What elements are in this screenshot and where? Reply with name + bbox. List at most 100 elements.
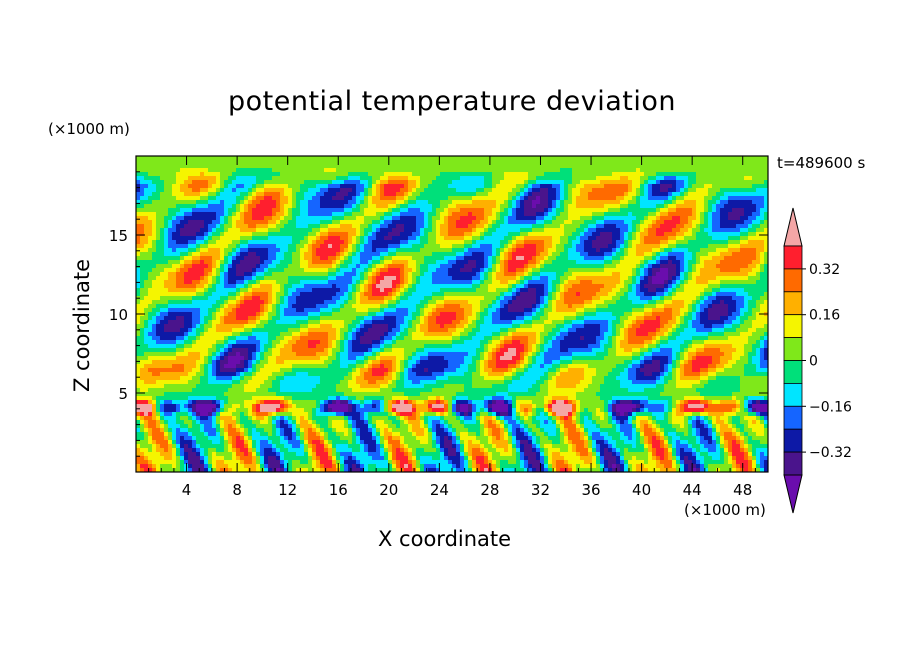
heatmap-cell bbox=[476, 276, 481, 281]
heatmap-cell bbox=[216, 188, 221, 193]
heatmap-cell bbox=[396, 196, 401, 201]
heatmap-cell bbox=[528, 212, 533, 217]
heatmap-cell bbox=[492, 172, 497, 177]
heatmap-cell bbox=[656, 180, 661, 185]
heatmap-cell bbox=[380, 192, 385, 197]
heatmap-cell bbox=[304, 280, 309, 285]
heatmap-cell bbox=[156, 268, 161, 273]
heatmap-cell bbox=[692, 208, 697, 213]
heatmap-cell bbox=[372, 200, 377, 205]
heatmap-cell bbox=[320, 184, 325, 189]
heatmap-cell bbox=[160, 164, 165, 169]
heatmap-cell bbox=[380, 220, 385, 225]
heatmap-cell bbox=[732, 264, 737, 269]
heatmap-cell bbox=[620, 188, 625, 193]
heatmap-cell bbox=[700, 256, 705, 261]
heatmap-cell bbox=[148, 240, 153, 245]
heatmap-cell bbox=[348, 216, 353, 221]
heatmap-cell bbox=[660, 192, 665, 197]
heatmap-cell bbox=[428, 240, 433, 245]
heatmap-cell bbox=[248, 244, 253, 249]
heatmap-cell bbox=[624, 252, 629, 257]
heatmap-cell bbox=[660, 232, 665, 237]
heatmap-cell bbox=[244, 244, 249, 249]
heatmap-cell bbox=[540, 176, 545, 181]
heatmap-cell bbox=[672, 228, 677, 233]
heatmap-cell bbox=[744, 192, 749, 197]
heatmap-cell bbox=[228, 160, 233, 165]
heatmap-cell bbox=[192, 268, 197, 273]
heatmap-cell bbox=[404, 276, 409, 281]
heatmap-cell bbox=[248, 192, 253, 197]
heatmap-cell bbox=[684, 264, 689, 269]
heatmap-cell bbox=[692, 260, 697, 265]
heatmap-cell bbox=[612, 272, 617, 277]
heatmap-cell bbox=[240, 272, 245, 277]
heatmap-cell bbox=[620, 176, 625, 181]
heatmap-cell bbox=[384, 160, 389, 165]
heatmap-cell bbox=[572, 160, 577, 165]
heatmap-cell bbox=[532, 264, 537, 269]
heatmap-cell bbox=[572, 224, 577, 229]
heatmap-cell bbox=[632, 156, 637, 161]
heatmap-cell bbox=[400, 216, 405, 221]
heatmap-cell bbox=[588, 184, 593, 189]
heatmap-cell bbox=[740, 260, 745, 265]
heatmap-cell bbox=[148, 180, 153, 185]
heatmap-cell bbox=[504, 172, 509, 177]
heatmap-cell bbox=[340, 256, 345, 261]
heatmap-cell bbox=[456, 272, 461, 277]
heatmap-cell bbox=[152, 272, 157, 277]
heatmap-cell bbox=[260, 276, 265, 281]
heatmap-cell bbox=[216, 156, 221, 161]
heatmap-cell bbox=[608, 272, 613, 277]
heatmap-cell bbox=[752, 260, 757, 265]
heatmap-cell bbox=[724, 208, 729, 213]
heatmap-cell bbox=[304, 168, 309, 173]
heatmap-cell bbox=[472, 160, 477, 165]
heatmap-cell bbox=[372, 208, 377, 213]
heatmap-cell bbox=[216, 268, 221, 273]
heatmap-cell bbox=[304, 196, 309, 201]
heatmap-cell bbox=[332, 280, 337, 285]
heatmap-cell bbox=[592, 204, 597, 209]
heatmap-cell bbox=[672, 160, 677, 165]
heatmap-cell bbox=[616, 208, 621, 213]
heatmap-cell bbox=[188, 188, 193, 193]
heatmap-cell bbox=[372, 172, 377, 177]
heatmap-cell bbox=[292, 228, 297, 233]
heatmap-cell bbox=[372, 272, 377, 277]
heatmap-cell bbox=[708, 156, 713, 161]
heatmap-cell bbox=[168, 204, 173, 209]
heatmap-cell bbox=[380, 276, 385, 281]
heatmap-cell bbox=[468, 200, 473, 205]
heatmap-cell bbox=[196, 240, 201, 245]
heatmap-cell bbox=[300, 180, 305, 185]
heatmap-cell bbox=[204, 248, 209, 253]
heatmap-cell bbox=[536, 220, 541, 225]
heatmap-cell bbox=[484, 280, 489, 285]
heatmap-cell bbox=[432, 168, 437, 173]
heatmap-cell bbox=[432, 276, 437, 281]
heatmap-cell bbox=[644, 224, 649, 229]
heatmap-cell bbox=[220, 204, 225, 209]
heatmap-cell bbox=[664, 276, 669, 281]
heatmap-cell bbox=[432, 252, 437, 257]
heatmap-cell bbox=[432, 172, 437, 177]
heatmap-cell bbox=[352, 280, 357, 285]
heatmap-cell bbox=[276, 208, 281, 213]
heatmap-cell bbox=[400, 184, 405, 189]
heatmap-cell bbox=[624, 240, 629, 245]
heatmap-cell bbox=[164, 220, 169, 225]
heatmap-cell bbox=[304, 252, 309, 257]
heatmap-cell bbox=[280, 228, 285, 233]
heatmap-cell bbox=[576, 260, 581, 265]
heatmap-cell bbox=[360, 240, 365, 245]
heatmap-cell bbox=[396, 256, 401, 261]
heatmap-cell bbox=[696, 260, 701, 265]
heatmap-cell bbox=[332, 216, 337, 221]
heatmap-cell bbox=[212, 192, 217, 197]
heatmap-cell bbox=[764, 160, 768, 165]
heatmap-cell bbox=[572, 264, 577, 269]
heatmap-cell bbox=[336, 256, 341, 261]
